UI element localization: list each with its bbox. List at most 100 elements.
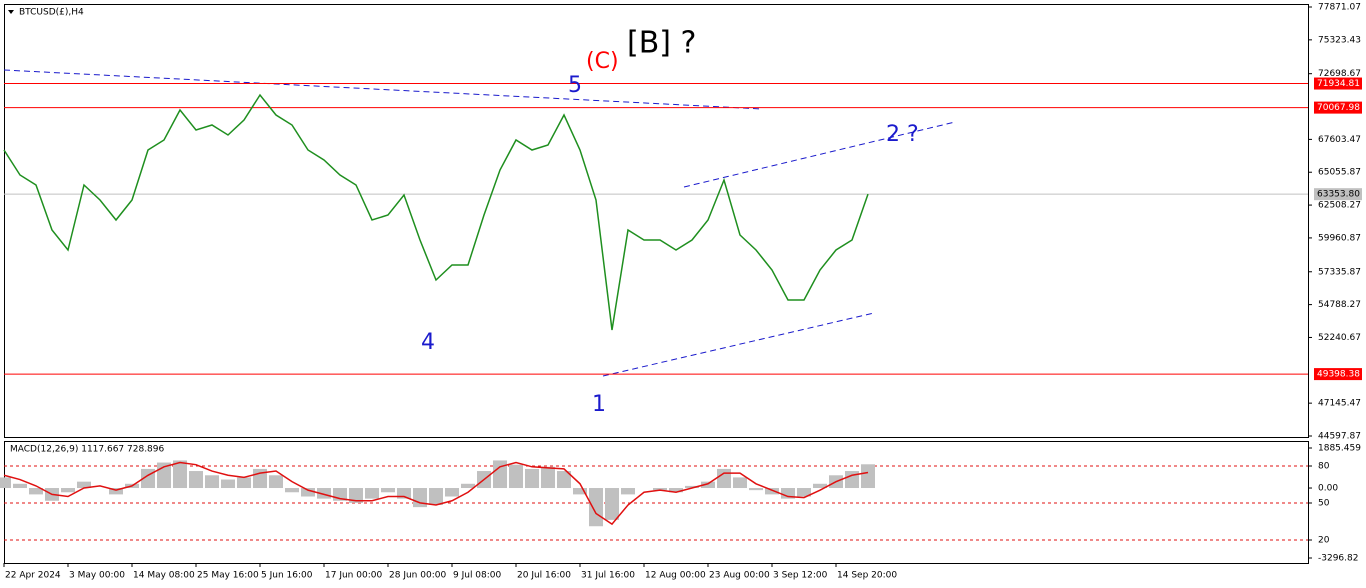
wave-label: 5 xyxy=(568,73,582,98)
macd-bar xyxy=(573,488,587,495)
x-tick-label: 22 Apr 2024 xyxy=(5,571,61,581)
macd-bar xyxy=(173,460,187,489)
macd-bar xyxy=(0,477,11,489)
macd-bar xyxy=(653,488,667,491)
macd-bar xyxy=(701,481,715,489)
price-line xyxy=(3,93,869,331)
level-tag xyxy=(1314,77,1362,90)
macd-bar xyxy=(797,488,811,497)
x-tick-label: 28 Jun 00:00 xyxy=(389,571,446,581)
macd-bar xyxy=(285,488,299,493)
y-tick-label: 75323.43 xyxy=(1318,35,1361,45)
macd-bar xyxy=(349,488,363,503)
wave-label: 1 xyxy=(592,392,606,417)
x-tick-label: 5 Jun 16:00 xyxy=(261,571,313,581)
macd-bar xyxy=(733,477,747,489)
y-tick-label: 1885.459 xyxy=(1318,443,1361,453)
macd-bar xyxy=(221,479,235,489)
y-tick-label: 65055.87 xyxy=(1318,168,1361,178)
macd-bar xyxy=(61,488,75,493)
x-tick-label: 3 Sep 12:00 xyxy=(773,571,828,581)
level-label: 71934.81 xyxy=(1317,79,1360,89)
macd-bar xyxy=(237,477,251,489)
price-frame xyxy=(4,4,1309,438)
x-tick-label: 14 Sep 20:00 xyxy=(837,571,897,581)
macd-bar xyxy=(557,471,571,489)
wave-label: (C) xyxy=(586,49,619,74)
y-tick-label: -3296.82 xyxy=(1318,554,1358,564)
level-tag xyxy=(1314,101,1362,114)
y-tick-label: 77871.07 xyxy=(1318,3,1361,13)
macd-bar xyxy=(525,468,539,489)
macd-bar xyxy=(621,488,635,495)
wave-label: [B] ? xyxy=(627,26,696,61)
macd-bar xyxy=(749,488,763,491)
macd-bar xyxy=(429,488,443,506)
macd-frame xyxy=(4,441,1309,564)
macd-bar xyxy=(493,460,507,489)
macd-bar xyxy=(541,466,555,489)
y-tick-label: 62508.27 xyxy=(1318,201,1361,211)
y-tick-label: 80 xyxy=(1318,462,1330,472)
menu-arrow xyxy=(8,10,14,14)
trendline xyxy=(602,312,875,377)
macd-bar xyxy=(397,488,411,499)
level-label: 49398.38 xyxy=(1317,370,1360,380)
x-tick-label: 14 May 08:00 xyxy=(133,571,195,581)
y-tick-label: 20 xyxy=(1318,535,1330,545)
level-tag xyxy=(1314,188,1362,201)
wave-label: 4 xyxy=(421,330,435,355)
x-tick-label: 17 Jun 00:00 xyxy=(325,571,382,581)
level-label: 70067.98 xyxy=(1317,103,1360,113)
macd-bar xyxy=(861,464,875,489)
macd-bar xyxy=(381,488,395,493)
macd-bar xyxy=(13,483,27,489)
chart-title: BTCUSD(£),H4 xyxy=(19,8,84,18)
x-tick-label: 12 Aug 00:00 xyxy=(645,571,706,581)
macd-bar xyxy=(365,488,379,499)
macd-bar xyxy=(413,488,427,508)
macd-title: MACD(12,26,9) 1117.667 728.896 xyxy=(10,445,165,455)
macd-bar xyxy=(685,485,699,489)
y-tick-label: 52240.67 xyxy=(1318,333,1361,343)
trendline xyxy=(3,69,763,110)
macd-bar xyxy=(301,488,315,497)
y-tick-label: 47145.47 xyxy=(1318,399,1361,409)
y-tick-label: 72698.67 xyxy=(1318,69,1361,79)
y-tick-label: 57335.87 xyxy=(1318,267,1361,277)
macd-bar xyxy=(509,464,523,489)
macd-bar xyxy=(589,488,603,527)
macd-bar xyxy=(781,488,795,499)
macd-bar xyxy=(461,483,475,489)
macd-bar xyxy=(77,481,91,489)
macd-bar xyxy=(717,468,731,489)
signal-line xyxy=(3,461,869,526)
x-tick-label: 25 May 16:00 xyxy=(197,571,259,581)
macd-bar xyxy=(29,488,43,495)
macd-bar xyxy=(669,488,683,493)
macd-bar xyxy=(269,475,283,489)
macd-bar xyxy=(765,488,779,495)
y-tick-label: 44597.87 xyxy=(1318,431,1361,441)
macd-bar xyxy=(205,475,219,489)
y-tick-label: 59960.87 xyxy=(1318,233,1361,243)
y-tick-label: 0.00 xyxy=(1318,484,1338,494)
x-tick-label: 23 Aug 00:00 xyxy=(709,571,770,581)
macd-bar xyxy=(109,488,123,495)
trendline xyxy=(683,121,956,188)
macd-bar xyxy=(845,471,859,489)
x-tick-label: 3 May 00:00 xyxy=(69,571,125,581)
macd-bar xyxy=(317,488,331,499)
x-tick-label: 9 Jul 08:00 xyxy=(453,571,502,581)
macd-bar xyxy=(813,483,827,489)
macd-bar xyxy=(605,488,619,520)
y-tick-label: 67603.47 xyxy=(1318,135,1361,145)
level-tag xyxy=(1314,368,1362,381)
y-tick-label: 54788.27 xyxy=(1318,300,1361,310)
level-label: 63353.80 xyxy=(1317,190,1360,200)
macd-bar xyxy=(445,488,459,497)
x-tick-label: 20 Jul 16:00 xyxy=(517,571,571,581)
